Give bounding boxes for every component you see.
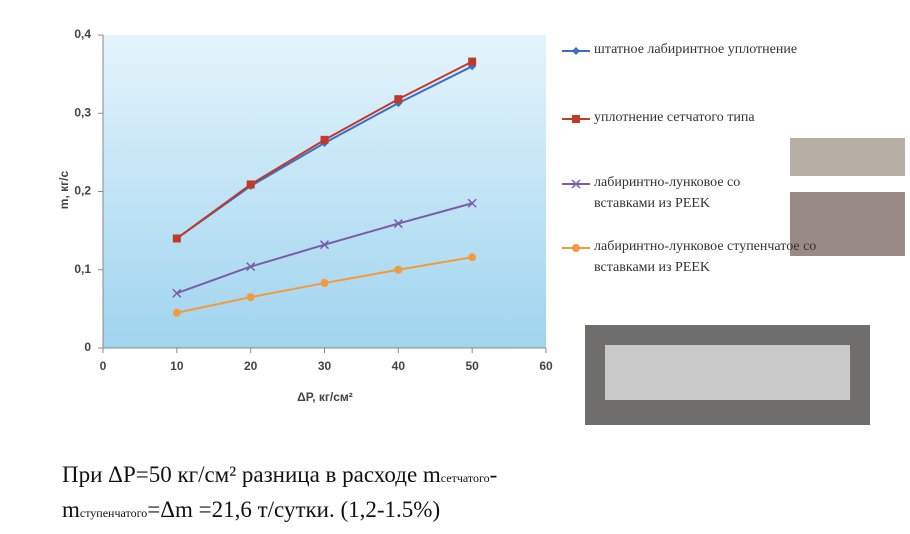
marker <box>247 293 255 301</box>
footnote-text: m <box>62 497 80 522</box>
legend-label: уплотнение сетчатого типа <box>594 107 824 128</box>
marker <box>394 95 402 103</box>
marker <box>572 115 580 123</box>
y-tick-label: 0,3 <box>74 105 91 119</box>
footnote-text: При ΔP=50 кг/см² разница в расходе m <box>62 462 441 487</box>
x-axis-title: ΔP, кг/см² <box>297 390 353 404</box>
y-tick-label: 0 <box>84 340 91 354</box>
y-tick-label: 0,1 <box>74 262 91 276</box>
x-tick-label: 10 <box>170 359 184 373</box>
y-tick-label: 0,4 <box>74 27 91 41</box>
marker <box>572 244 580 252</box>
footnote-line: mступенчатого=Δm =21,6 т/сутки. (1,2-1.5… <box>62 497 440 523</box>
photo-gear <box>790 138 905 176</box>
marker <box>394 266 402 274</box>
footnote-line: При ΔP=50 кг/см² разница в расходе mсетч… <box>62 462 497 488</box>
x-tick-label: 20 <box>244 359 258 373</box>
x-tick-label: 50 <box>465 359 479 373</box>
photo-seal-detail <box>605 345 850 400</box>
marker <box>468 253 476 261</box>
legend-label: лабиринтно-лунковое ступенчатое со встав… <box>594 236 819 278</box>
x-tick-label: 40 <box>392 359 406 373</box>
marker <box>321 279 329 287</box>
y-tick-label: 0,2 <box>74 184 91 198</box>
x-tick-label: 30 <box>318 359 332 373</box>
marker <box>321 136 329 144</box>
slide: m, кг/с ΔP, кг/см² 0 0,1 0,2 0,3 0,4 0 10 20 30 4… <box>0 0 910 534</box>
marker <box>173 234 181 242</box>
legend-label: штатное лабиринтное уплотнение <box>594 39 824 60</box>
footnote-subscript: ступенчатого <box>80 506 147 520</box>
plot-area <box>103 35 546 348</box>
y-axis-title: m, кг/с <box>57 171 71 210</box>
x-tick-label: 60 <box>539 359 553 373</box>
marker <box>468 58 476 66</box>
footnote-text: =Δm =21,6 т/сутки. (1,2-1.5%) <box>147 497 440 522</box>
marker <box>572 47 580 55</box>
footnote-text: - <box>490 462 498 487</box>
marker <box>247 180 255 188</box>
marker <box>173 309 181 317</box>
footnote-subscript: сетчатого <box>441 471 490 485</box>
legend-label: лабиринтно-лунковое со вставками из PEEK <box>594 172 794 214</box>
x-tick-label: 0 <box>100 359 107 373</box>
